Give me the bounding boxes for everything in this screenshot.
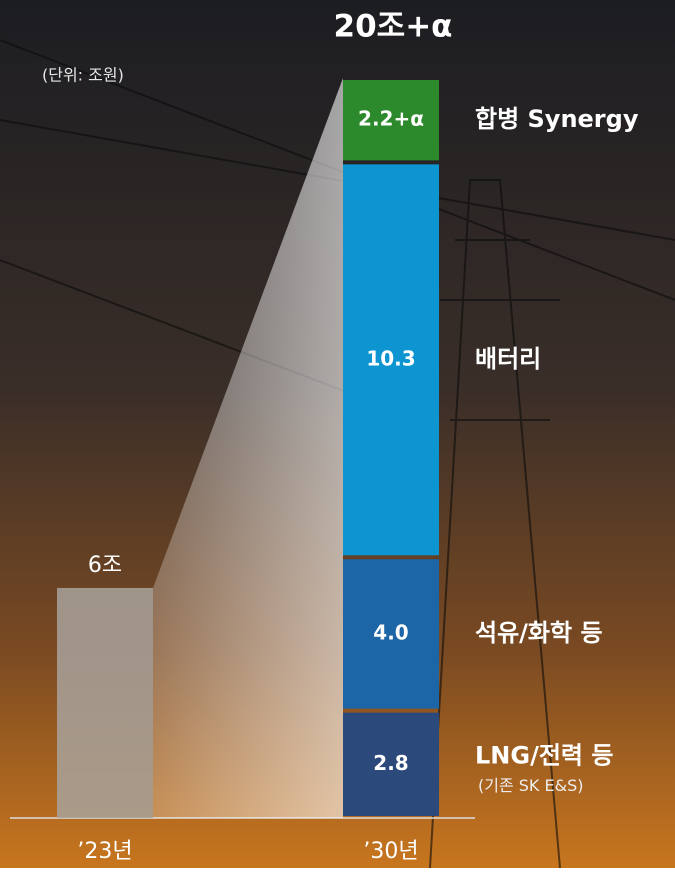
legend-note: (기존 SK E&S) bbox=[478, 776, 584, 795]
growth-cone bbox=[153, 78, 343, 818]
value-label: 4.0 bbox=[373, 620, 408, 644]
legend-label: 석유/화학 등 bbox=[475, 619, 603, 647]
bar-segment bbox=[343, 559, 439, 709]
value-label: 10.3 bbox=[366, 346, 415, 370]
legend-label: LNG/전력 등 bbox=[475, 741, 613, 769]
x-tick-label: ’30년 bbox=[363, 839, 418, 864]
bar bbox=[57, 587, 153, 818]
unit-note: (단위: 조원) bbox=[42, 66, 124, 85]
value-label: 6조 bbox=[88, 553, 122, 578]
value-label: 2.8 bbox=[373, 751, 408, 775]
chart-title: 20조+α bbox=[334, 9, 453, 45]
bar-segment bbox=[343, 80, 439, 161]
legend-label: 합병 Synergy bbox=[475, 105, 639, 133]
bar-segment bbox=[343, 712, 439, 816]
x-tick-label: ’23년 bbox=[77, 839, 132, 864]
value-label: 2.2+α bbox=[358, 107, 424, 131]
bar-segment bbox=[343, 164, 439, 556]
legend-label: 배터리 bbox=[475, 345, 541, 373]
